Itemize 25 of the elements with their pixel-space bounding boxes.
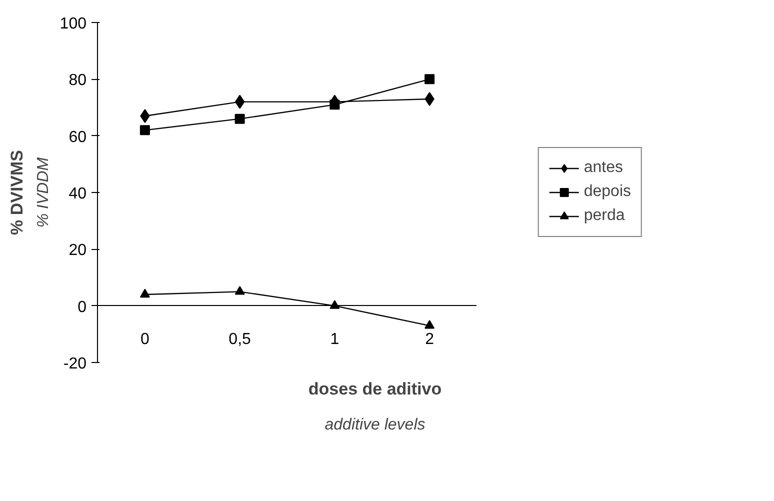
point [424,320,435,329]
point [140,109,150,123]
legend-label: depois [584,183,631,201]
y-tick-label: 60 [68,128,87,146]
legend-label: antes [584,159,623,177]
y-tick-label: 40 [68,186,87,202]
x-axis-title: doses de aditivo additive levels [308,380,442,434]
point [424,92,434,106]
point [140,288,150,298]
x-tick-label: 0,5 [228,330,252,348]
text: % IVDDM % DVIVMS [8,150,52,236]
y-tick-label: -20 [63,356,87,372]
y-tick-label: 100 [60,16,87,32]
point [234,94,245,109]
point [424,74,435,84]
x-tick-label: 1 [330,330,340,348]
x-tick-label: 0 [140,330,150,348]
x-tick-label: 2 [425,330,434,348]
point [140,125,150,136]
legend-label: perda [584,207,625,225]
y-tick-label: 80 [68,72,87,90]
point [234,286,245,295]
y-tick-label: 0 [78,298,87,316]
y-tick-label: 20 [68,242,87,260]
point [234,114,245,124]
